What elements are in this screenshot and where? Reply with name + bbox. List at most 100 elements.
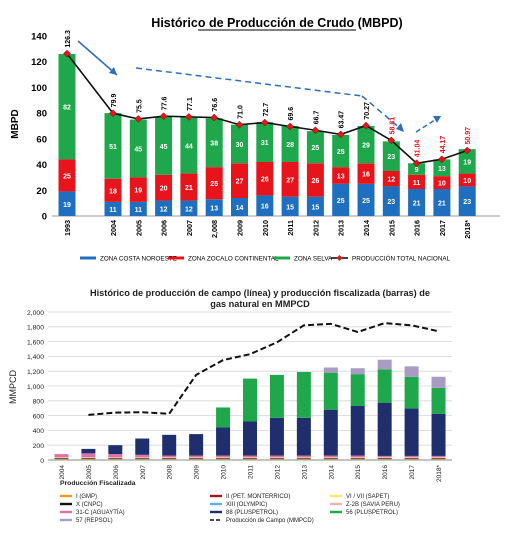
bar-segment bbox=[357, 126, 375, 164]
bar-segment bbox=[54, 454, 69, 458]
bar-value-label: 21 bbox=[438, 201, 446, 208]
y-axis-label: MMPCD bbox=[8, 370, 18, 404]
bar-segment bbox=[350, 374, 365, 406]
bar-value-label: 25 bbox=[63, 174, 71, 181]
bar-segment bbox=[404, 458, 419, 459]
bar-segment bbox=[404, 458, 419, 460]
bar-segment bbox=[162, 457, 177, 458]
bar-value-label: 10 bbox=[463, 178, 471, 185]
x-tick-label: 2018* bbox=[463, 220, 472, 239]
legend-label: II (PET. MONTERRICO) bbox=[226, 494, 290, 500]
bar-segment bbox=[377, 402, 392, 456]
line-point bbox=[311, 126, 320, 135]
bar-segment bbox=[458, 186, 476, 216]
bar-segment bbox=[350, 405, 365, 456]
bar-value-label: 25 bbox=[337, 198, 345, 205]
bar-value-label: 38 bbox=[210, 141, 218, 148]
bar-segment bbox=[54, 458, 69, 459]
line-point bbox=[260, 118, 269, 127]
bar-segment bbox=[408, 189, 426, 216]
bar-value-label: 19 bbox=[463, 159, 471, 166]
trend-arrowhead bbox=[433, 116, 441, 123]
bar-segment bbox=[323, 367, 338, 373]
line-point bbox=[63, 49, 71, 58]
legend-label: ZONA ZOCALO CONTINENTAL bbox=[188, 256, 279, 263]
bar-segment bbox=[108, 459, 123, 460]
bar-value-label: 12 bbox=[387, 177, 395, 184]
bar-segment bbox=[243, 455, 257, 458]
y-tick-label: 1,400 bbox=[27, 354, 44, 361]
bar-segment bbox=[269, 459, 284, 460]
bar-segment bbox=[189, 459, 204, 461]
bar-segment bbox=[243, 459, 257, 460]
bar-segment bbox=[162, 459, 177, 461]
bar-segment bbox=[332, 167, 350, 184]
bar-value-label: 25 bbox=[337, 149, 345, 156]
bar-segment bbox=[216, 457, 231, 459]
bar-segment bbox=[377, 459, 392, 460]
legend-swatch bbox=[60, 510, 72, 514]
y-tick-label: 0 bbox=[40, 458, 44, 465]
y-tick-label: 100 bbox=[31, 83, 47, 94]
bar-segment bbox=[269, 458, 284, 459]
bar-segment bbox=[135, 458, 150, 460]
bar-segment bbox=[155, 200, 173, 216]
bar-segment bbox=[189, 459, 204, 460]
bar-segment bbox=[323, 455, 338, 458]
bar-segment bbox=[108, 459, 123, 461]
legend-swatch bbox=[168, 256, 184, 260]
bar-segment bbox=[281, 162, 299, 197]
x-tick-label: 2014 bbox=[328, 465, 335, 480]
x-tick-label: 2013 bbox=[337, 220, 346, 236]
bar-value-label: 13 bbox=[210, 206, 218, 213]
bar-segment bbox=[189, 458, 204, 460]
bar-segment bbox=[296, 459, 311, 460]
bar-segment bbox=[296, 459, 311, 461]
bar-segment bbox=[382, 186, 400, 216]
bar-value-label: 82 bbox=[63, 105, 71, 112]
legend-label: ZONA COSTA NOROESTE bbox=[100, 256, 177, 263]
x-tick-label: 2009 bbox=[194, 465, 201, 480]
chart-title-line2: gas natural en MMPCD bbox=[210, 299, 310, 309]
bar-segment bbox=[216, 458, 231, 460]
bar-segment bbox=[162, 458, 177, 459]
bar-segment bbox=[350, 459, 365, 460]
bar-segment bbox=[135, 459, 150, 461]
line-point bbox=[438, 155, 446, 164]
bar-value-label: 26 bbox=[312, 178, 320, 185]
bar-segment bbox=[350, 455, 365, 458]
bar-segment bbox=[180, 117, 198, 174]
y-tick-label: 140 bbox=[31, 32, 47, 43]
bar-segment bbox=[323, 459, 338, 460]
legend-swatch bbox=[60, 502, 72, 506]
y-tick-label: 40 bbox=[36, 160, 47, 171]
bar-segment bbox=[135, 457, 150, 458]
x-tick-label: 2008 bbox=[167, 465, 174, 480]
legend-label: 31-C (AGUAYTÍA) bbox=[76, 509, 125, 516]
bar-segment bbox=[129, 119, 147, 178]
bar-segment bbox=[323, 457, 338, 458]
line-value-label: 126.3 bbox=[65, 30, 72, 48]
chart-title: Histórico de Producción de Crudo (MBPD) bbox=[151, 16, 402, 30]
bar-segment bbox=[306, 163, 324, 197]
y-tick-label: 1,600 bbox=[27, 339, 44, 346]
bar-segment bbox=[458, 173, 476, 187]
bar-segment bbox=[323, 409, 338, 456]
x-tick-label: 2015 bbox=[355, 465, 362, 480]
bar-segment bbox=[155, 117, 173, 175]
y-tick-label: 1,000 bbox=[27, 384, 44, 391]
line-point bbox=[362, 121, 370, 130]
bar-value-label: 25 bbox=[210, 181, 218, 188]
bar-segment bbox=[296, 457, 311, 458]
bar-segment bbox=[58, 54, 76, 160]
line-point bbox=[412, 159, 421, 168]
bar-segment bbox=[54, 459, 69, 460]
trend-arrow bbox=[415, 117, 439, 133]
bar-value-label: 29 bbox=[362, 143, 370, 150]
legend-label: 56 (PLUSPETROL) bbox=[346, 510, 398, 516]
bar-segment bbox=[431, 376, 446, 388]
line-point bbox=[286, 122, 294, 131]
bar-segment bbox=[256, 122, 274, 162]
line-value-label: 58.81 bbox=[389, 117, 396, 135]
bar-segment bbox=[108, 458, 123, 459]
